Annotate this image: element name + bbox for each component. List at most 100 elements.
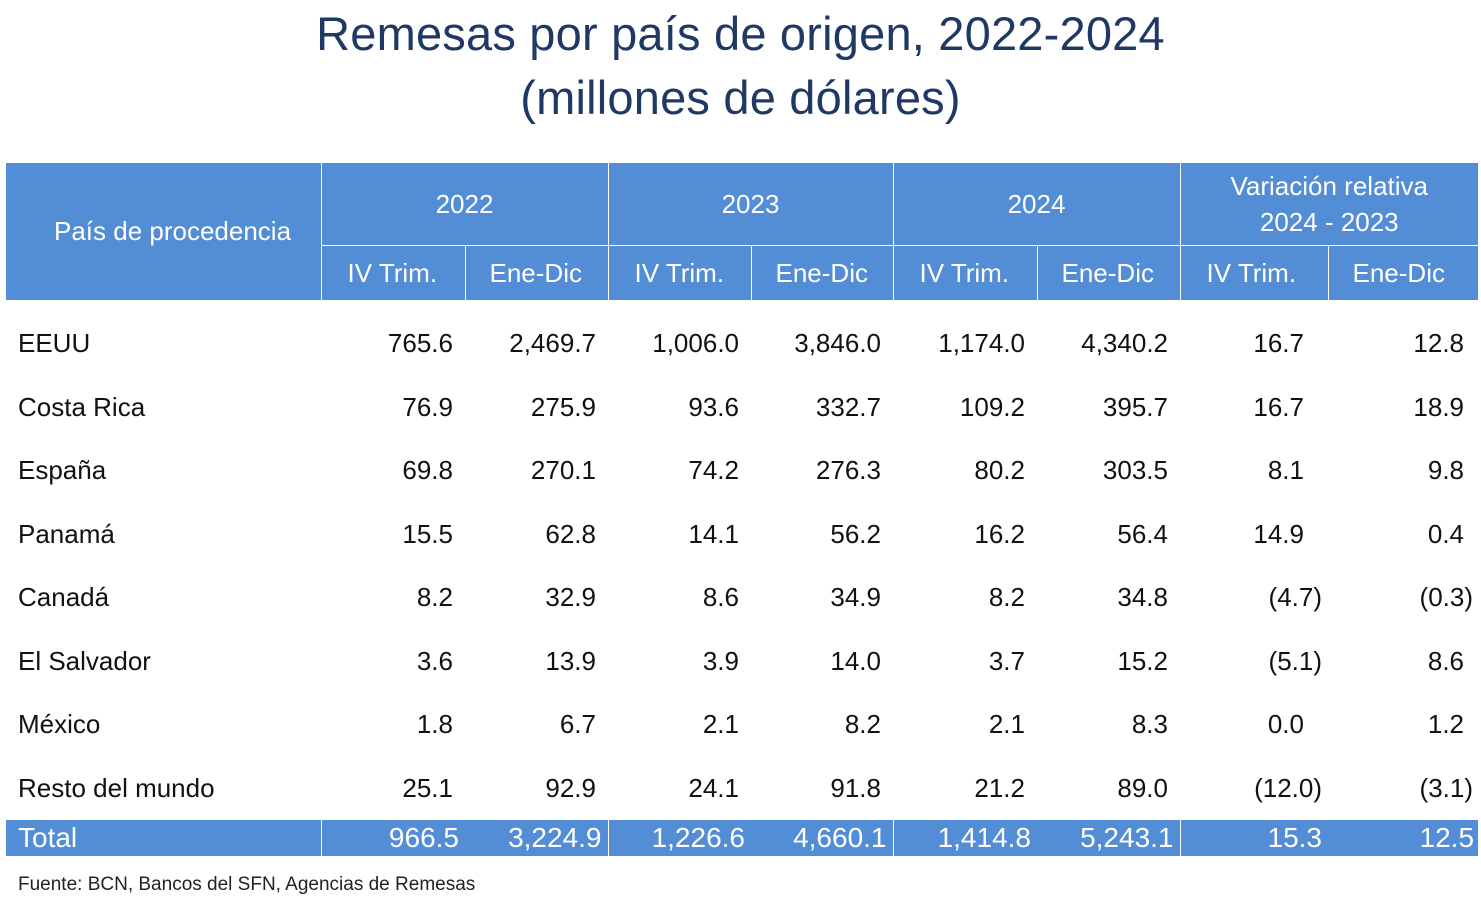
value-cell: 270.1 [530, 455, 596, 486]
value-cell: 395.7 [1102, 391, 1168, 422]
country-name: El Salvador [18, 645, 151, 676]
value-cell: 8.1 [1267, 455, 1304, 486]
value-cell: 14.0 [830, 645, 881, 676]
table-row: Resto del mundo 25.1 92.9 24.1 91.8 21.2 89.0 (… [6, 757, 1478, 821]
value-cell: 56.2 [830, 518, 881, 549]
subheader-iv-trim: IV Trim. [321, 245, 466, 300]
value-cell: 92.9 [545, 772, 596, 803]
total-cell: 3,224.9 [465, 820, 608, 856]
value-cell: 18.9 [1413, 391, 1465, 422]
value-cell: 332.7 [815, 391, 881, 422]
value-cell: 16.2 [974, 518, 1025, 549]
value-cell: 765.6 [387, 328, 453, 359]
table-row: EEUU 765.6 2,469.7 1,006.0 3,846.0 1,174.0 4,3… [6, 300, 1478, 376]
value-cell: 69.8 [402, 455, 453, 486]
value-cell: 8.2 [844, 709, 881, 740]
total-cell: 4,660.1 [751, 820, 893, 856]
value-cell: 1.2 [1427, 709, 1465, 740]
total-cell: 5,243.1 [1037, 820, 1180, 856]
value-cell: 2,469.7 [509, 328, 596, 359]
value-cell: 6.7 [559, 709, 596, 740]
value-cell: 12.8 [1413, 328, 1465, 359]
value-cell: 3.9 [702, 645, 739, 676]
table-row: España 69.8 270.1 74.2 276.3 80.2 303.5 8.1 9.8 [6, 439, 1478, 503]
value-cell: 0.0 [1267, 709, 1304, 740]
total-cell: 1,414.8 [892, 820, 1037, 856]
value-cell: 3.7 [988, 645, 1025, 676]
value-cell: 91.8 [830, 772, 881, 803]
value-cell: 62.8 [545, 518, 596, 549]
value-cell: 0.4 [1427, 518, 1465, 549]
remittances-table: País de procedencia 2022 2023 2024 Varia… [6, 163, 1479, 856]
value-cell: 32.9 [545, 582, 596, 613]
total-row: Total 966.5 3,224.9 1,226.6 4,660.1 1,41… [6, 820, 1479, 856]
value-cell: 109.2 [959, 391, 1025, 422]
value-cell: 275.9 [530, 391, 596, 422]
value-cell: 56.4 [1117, 518, 1168, 549]
country-name: Canadá [18, 582, 110, 613]
country-name: México [18, 709, 101, 740]
value-cell: 3,846.0 [794, 328, 881, 359]
header-year-2022: 2022 [320, 163, 609, 246]
value-cell: 8.2 [416, 582, 453, 613]
value-cell: 15.2 [1117, 645, 1168, 676]
value-cell: 25.1 [402, 772, 453, 803]
value-cell: 8.3 [1131, 709, 1168, 740]
value-cell: 16.7 [1253, 391, 1304, 422]
value-cell: (5.1) [1268, 645, 1322, 676]
country-name: EEUU [18, 328, 91, 359]
header-year-2023: 2023 [607, 163, 894, 246]
subheader-iv-trim: IV Trim. [892, 245, 1038, 300]
value-cell: 14.9 [1253, 518, 1304, 549]
country-name: Costa Rica [18, 391, 146, 422]
header-variation-line-1: Variación relativa [1230, 171, 1429, 201]
source-note: Fuente: BCN, Bancos del SFN, Agencias de… [18, 874, 476, 895]
value-cell: 2.1 [702, 709, 739, 740]
value-cell: 89.0 [1117, 772, 1168, 803]
page-title: Remesas por país de origen, 2022-2024 (m… [0, 4, 1481, 132]
total-cell: 12.5 [1328, 820, 1479, 856]
subheader-iv-trim: IV Trim. [1179, 245, 1329, 300]
value-cell: 1,006.0 [652, 328, 739, 359]
title-line-2: (millones de dólares) [520, 71, 961, 124]
subheader-iv-trim: IV Trim. [607, 245, 752, 300]
value-cell: 8.6 [1427, 645, 1465, 676]
value-cell: 1,174.0 [938, 328, 1025, 359]
value-cell: 34.9 [830, 582, 881, 613]
table-row: México 1.8 6.7 2.1 8.2 2.1 8.3 0.0 1.2 [6, 693, 1478, 757]
value-cell: (12.0) [1254, 772, 1322, 803]
value-cell: 14.1 [688, 518, 739, 549]
value-cell: 24.1 [688, 772, 739, 803]
table-footer: Total 966.5 3,224.9 1,226.6 4,660.1 1,41… [6, 820, 1479, 856]
table-row: El Salvador 3.6 13.9 3.9 14.0 3.7 15.2 (5.1) 8.6 [6, 630, 1478, 694]
country-name: Resto del mundo [18, 772, 215, 803]
title-line-1: Remesas por país de origen, 2022-2024 [316, 7, 1165, 60]
header-variation: Variación relativa 2024 - 2023 [1179, 163, 1479, 246]
table-body: EEUU 765.6 2,469.7 1,006.0 3,846.0 1,174.0 4,3… [6, 300, 1478, 820]
subheader-ene-dic: Ene-Dic [750, 245, 894, 300]
subheader-ene-dic: Ene-Dic [1327, 245, 1479, 300]
table-row: Costa Rica 76.9 275.9 93.6 332.7 109.2 395.7 16… [6, 376, 1478, 440]
value-cell: 76.9 [402, 391, 453, 422]
value-cell: 2.1 [988, 709, 1025, 740]
total-cell: 15.3 [1179, 820, 1328, 856]
value-cell: 15.5 [402, 518, 453, 549]
value-cell: 9.8 [1427, 455, 1465, 486]
total-label: Total [6, 820, 321, 856]
value-cell: (3.1) [1419, 772, 1474, 803]
value-cell: 3.6 [416, 645, 453, 676]
value-cell: 303.5 [1102, 455, 1168, 486]
table-header: País de procedencia 2022 2023 2024 Varia… [6, 163, 1479, 300]
value-cell: (4.7) [1268, 582, 1322, 613]
value-cell: (0.3) [1419, 582, 1474, 613]
total-cell: 966.5 [320, 820, 465, 856]
value-cell: 80.2 [974, 455, 1025, 486]
header-variation-line-2: 2024 - 2023 [1259, 207, 1399, 237]
table-row: Canadá 8.2 32.9 8.6 34.9 8.2 34.8 (4.7) (0.3) [6, 566, 1478, 630]
value-cell: 34.8 [1117, 582, 1168, 613]
subheader-ene-dic: Ene-Dic [1036, 245, 1181, 300]
total-cell: 1,226.6 [607, 820, 751, 856]
value-cell: 13.9 [545, 645, 596, 676]
value-cell: 16.7 [1253, 328, 1304, 359]
value-cell: 1.8 [416, 709, 453, 740]
